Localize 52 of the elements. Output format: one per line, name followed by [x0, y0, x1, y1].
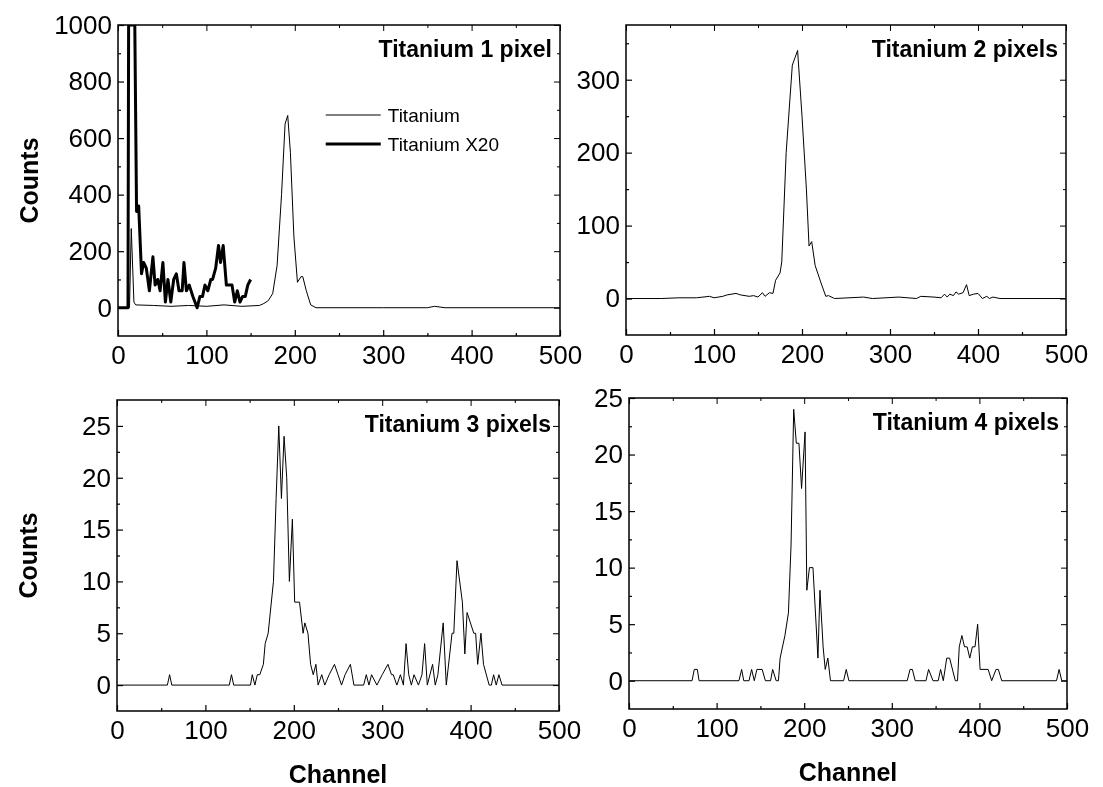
x-axis-title: Channel [288, 760, 388, 787]
x-tick-label: 300 [870, 713, 914, 744]
y-tick-label: 25 [594, 382, 623, 413]
x-tick-label: 300 [868, 339, 913, 370]
y-axis-title: Counts [14, 512, 42, 599]
y-tick-label: 1000 [54, 9, 112, 40]
y-tick-label: 10 [82, 566, 111, 597]
y-tick-label: 100 [576, 210, 620, 241]
text: Titanium 4 pixels [872, 409, 1059, 435]
x-tick-label: 400 [449, 715, 493, 746]
y-tick-label: 600 [68, 122, 112, 153]
x-tick-label: 300 [362, 340, 406, 371]
y-tick-label: 0 [608, 665, 623, 696]
x-tick-label: 200 [780, 339, 825, 370]
y-tick-label: 800 [68, 66, 112, 97]
text: Titanium 2 pixels [871, 36, 1058, 62]
text: Titanium 1 pixel [378, 36, 552, 62]
y-tick-label: 0 [97, 292, 112, 323]
x-axis-title: Channel [798, 758, 898, 786]
y-tick-label: 15 [82, 514, 111, 545]
x-tick-label: 200 [273, 340, 317, 371]
x-tick-label: 500 [1045, 713, 1090, 744]
y-tick-label: 5 [96, 618, 111, 649]
y-tick-label: 0 [605, 283, 620, 314]
x-tick-label: 100 [185, 340, 229, 371]
x-tick-label: 100 [695, 713, 739, 744]
x-tick-label: 400 [958, 713, 1002, 744]
text: Titanium 3 pixels [364, 411, 551, 437]
y-tick-label: 400 [68, 179, 112, 210]
y-tick-label: 10 [594, 552, 623, 583]
x-tick-label: 400 [956, 339, 1001, 370]
x-tick-label: 500 [1044, 339, 1089, 370]
x-tick-label: 500 [538, 340, 583, 371]
x-tick-label: 100 [692, 339, 737, 370]
x-tick-label: 400 [450, 340, 494, 371]
x-tick-label: 300 [361, 715, 405, 746]
y-tick-label: 20 [594, 439, 623, 470]
y-axis-title: Counts [15, 137, 43, 224]
x-tick-label: 500 [537, 715, 582, 746]
x-tick-label: 200 [783, 713, 827, 744]
legend-label: Titanium [387, 105, 460, 126]
y-tick-label: 25 [82, 410, 111, 441]
y-tick-label: 15 [594, 495, 623, 526]
y-tick-label: 200 [68, 236, 112, 266]
y-tick-label: 300 [576, 64, 620, 95]
y-tick-label: 20 [82, 462, 111, 493]
y-tick-label: 200 [576, 137, 620, 168]
y-tick-label: 5 [608, 609, 623, 639]
x-tick-label: 100 [184, 715, 228, 746]
x-tick-label: 200 [272, 715, 316, 746]
y-tick-label: 0 [96, 669, 111, 700]
legend-label: Titanium X20 [387, 134, 499, 155]
